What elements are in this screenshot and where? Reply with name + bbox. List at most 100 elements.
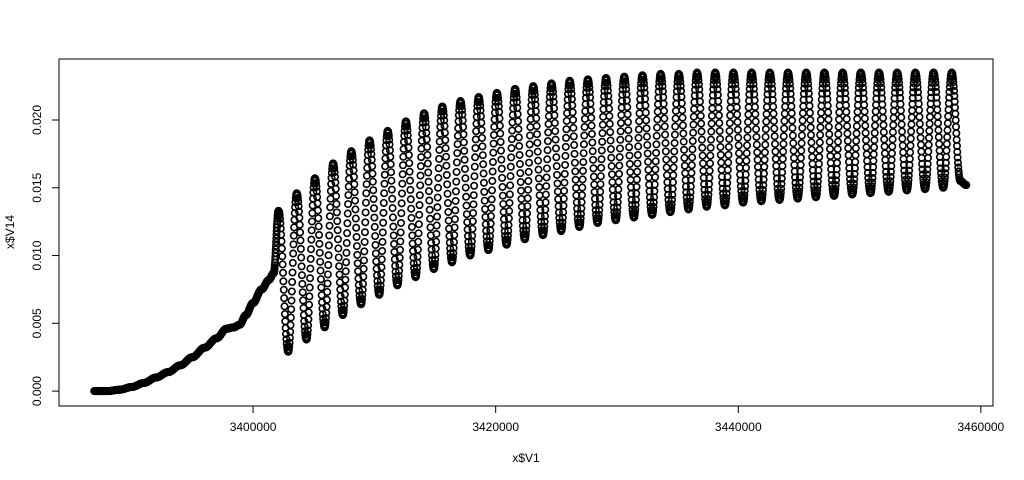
data-point bbox=[650, 180, 659, 189]
data-point bbox=[778, 161, 787, 170]
data-point bbox=[306, 254, 315, 263]
data-point bbox=[686, 193, 695, 202]
data-point bbox=[924, 147, 933, 156]
data-point bbox=[343, 229, 352, 238]
data-point bbox=[471, 153, 480, 162]
data-point bbox=[605, 112, 614, 121]
data-point bbox=[876, 75, 885, 84]
data-point bbox=[952, 129, 961, 138]
data-point bbox=[505, 207, 514, 216]
data-point bbox=[805, 108, 814, 117]
data-point bbox=[632, 175, 641, 184]
data-point bbox=[669, 155, 678, 164]
data-point bbox=[280, 310, 289, 319]
data-point bbox=[570, 141, 579, 150]
data-point bbox=[627, 195, 636, 204]
data-point bbox=[640, 83, 649, 92]
data-point bbox=[323, 287, 332, 296]
data-point bbox=[287, 305, 296, 314]
data-point bbox=[733, 118, 742, 127]
data-point bbox=[279, 285, 288, 294]
data-point bbox=[815, 145, 824, 154]
data-point bbox=[324, 251, 333, 260]
data-point bbox=[480, 196, 489, 205]
data-point bbox=[452, 177, 461, 186]
data-point bbox=[280, 302, 289, 311]
data-point bbox=[325, 231, 334, 240]
data-point bbox=[467, 242, 476, 251]
data-point bbox=[530, 86, 539, 95]
data-point bbox=[534, 156, 543, 165]
data-point bbox=[741, 182, 750, 191]
data-point bbox=[909, 88, 918, 97]
data-point bbox=[942, 139, 951, 148]
data-point bbox=[912, 75, 921, 84]
data-point bbox=[285, 342, 294, 351]
data-point bbox=[872, 88, 881, 97]
data-point bbox=[888, 142, 897, 151]
data-point bbox=[507, 153, 516, 162]
data-point bbox=[432, 229, 441, 238]
data-point bbox=[289, 231, 298, 240]
data-point bbox=[941, 164, 950, 173]
data-point bbox=[843, 136, 852, 145]
data-point bbox=[798, 123, 807, 132]
data-point bbox=[624, 126, 633, 135]
data-point bbox=[863, 168, 872, 177]
data-point bbox=[460, 155, 469, 164]
data-point bbox=[316, 275, 325, 284]
data-point bbox=[495, 121, 504, 130]
data-point bbox=[888, 135, 897, 144]
data-point bbox=[314, 222, 323, 231]
data-point bbox=[789, 139, 798, 148]
data-point bbox=[554, 208, 563, 217]
x-tick-label: 3440000 bbox=[715, 420, 762, 434]
data-point bbox=[904, 171, 913, 180]
data-point bbox=[763, 84, 772, 93]
data-point bbox=[780, 109, 789, 118]
data-point bbox=[769, 102, 778, 111]
data-point bbox=[725, 134, 734, 143]
data-point bbox=[753, 148, 762, 157]
data-point bbox=[899, 148, 908, 157]
data-point bbox=[416, 181, 425, 190]
data-point bbox=[432, 237, 441, 246]
data-point bbox=[403, 126, 412, 135]
data-point bbox=[825, 137, 834, 146]
data-point bbox=[544, 120, 553, 129]
data-point bbox=[607, 162, 616, 171]
x-tick-label: 3460000 bbox=[958, 420, 1005, 434]
data-point bbox=[443, 199, 452, 208]
data-point bbox=[804, 79, 813, 88]
data-point bbox=[441, 144, 450, 153]
data-point bbox=[423, 150, 432, 159]
data-point bbox=[667, 195, 676, 204]
data-point bbox=[457, 105, 466, 114]
data-point bbox=[779, 139, 788, 148]
data-point bbox=[562, 133, 571, 142]
data-point bbox=[735, 149, 744, 158]
data-point bbox=[330, 168, 339, 177]
data-point bbox=[625, 159, 634, 168]
data-point bbox=[934, 126, 943, 135]
data-point bbox=[573, 204, 582, 213]
data-point bbox=[523, 194, 532, 203]
data-point bbox=[379, 208, 388, 217]
data-point bbox=[872, 100, 881, 109]
data-point bbox=[642, 132, 651, 141]
data-point bbox=[396, 228, 405, 237]
data-point bbox=[550, 118, 559, 127]
data-point bbox=[769, 117, 778, 126]
data-point bbox=[350, 180, 359, 189]
data-point bbox=[760, 148, 769, 157]
data-point bbox=[623, 110, 632, 119]
data-point bbox=[457, 102, 466, 111]
data-point bbox=[549, 92, 558, 101]
data-point bbox=[731, 80, 740, 89]
data-point bbox=[736, 182, 745, 191]
data-point bbox=[791, 173, 800, 182]
data-point bbox=[822, 84, 831, 93]
data-point bbox=[854, 89, 863, 98]
data-point bbox=[770, 124, 779, 133]
data-point bbox=[533, 130, 542, 139]
